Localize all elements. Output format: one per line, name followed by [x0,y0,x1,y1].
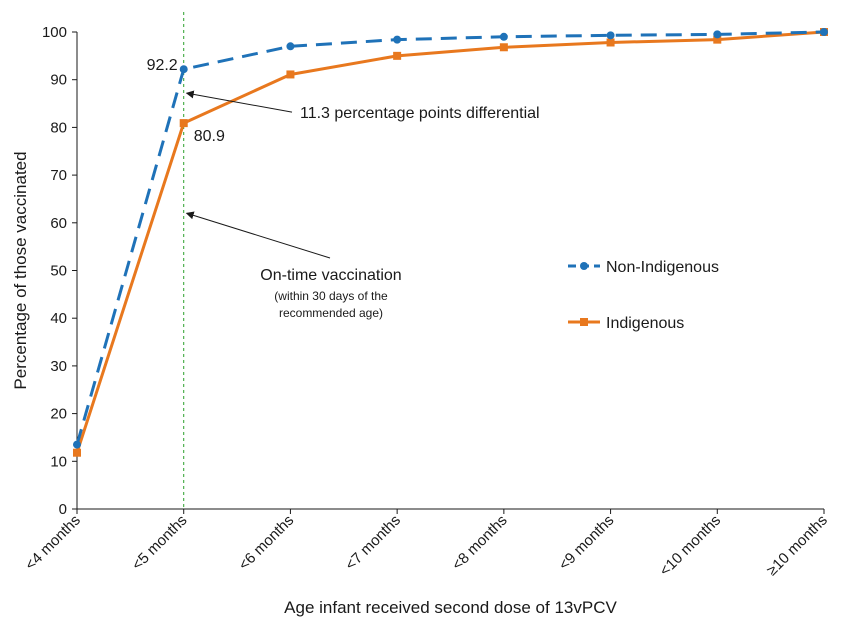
y-tick-label: 30 [50,358,67,375]
data-point-non-indigenous [393,35,402,44]
y-tick-label: 20 [50,406,67,423]
x-tick-label: <8 months [449,512,511,574]
data-label-indigenous-5-months: 80.9 [194,128,225,145]
data-point-non-indigenous [73,440,81,449]
legend: Non-Indigenous Indigenous [568,259,719,332]
x-tick-label: <9 months [556,512,618,574]
differential-arrow [185,90,293,113]
data-point-non-indigenous [499,32,508,41]
data-point-non-indigenous [179,65,188,74]
data-point-non-indigenous [713,30,722,39]
data-label-non-indigenous-5-months: 92.2 [147,57,178,74]
legend-marker-non-indigenous [580,262,588,270]
x-tick-label: <10 months [656,512,724,580]
y-tick-label: 90 [50,72,67,89]
y-tick-label: 70 [50,167,67,184]
data-point-indigenous [499,43,508,52]
data-point-indigenous [713,35,722,44]
data-point-non-indigenous [606,31,615,40]
x-tick-label: <5 months [129,512,191,574]
y-tick-label: 40 [50,310,67,327]
y-tick-label: 50 [50,263,67,280]
ontime-annotation-subtitle-1: (within 30 days of the [274,289,388,303]
series-line-non-indigenous [75,30,825,446]
data-point-non-indigenous [820,28,828,36]
data-point-indigenous [393,51,402,60]
ontime-annotation-title: On-time vaccination [260,267,401,284]
data-point-indigenous [179,119,188,128]
y-tick-label: 0 [59,501,67,518]
x-tick-label: ≥10 months [763,512,830,579]
y-tick-label: 10 [50,453,67,470]
annotations: 11.3 percentage points differential On-t… [185,90,540,320]
y-tick-label: 100 [42,24,67,41]
ontime-annotation-subtitle-2: recommended age) [279,306,383,320]
legend-marker-indigenous [580,318,588,326]
x-tick-label: <6 months [235,512,297,574]
ontime-arrow [185,211,331,259]
x-axis-title: Age infant received second dose of 13vPC… [284,598,617,617]
y-tick-label: 60 [50,215,67,232]
data-point-indigenous [286,70,295,79]
data-point-indigenous [606,38,615,47]
differential-annotation: 11.3 percentage points differential [300,105,540,122]
legend-label-indigenous: Indigenous [606,315,684,332]
series-layer [73,28,828,457]
x-tick-label: <4 months [22,512,84,574]
legend-label-non-indigenous: Non-Indigenous [606,259,719,276]
y-tick-label: 80 [50,119,67,136]
series-line-indigenous [75,30,825,454]
x-tick-label: <7 months [342,512,404,574]
data-point-indigenous [73,448,81,457]
y-axis-title: Percentage of those vaccinated [11,151,30,389]
data-point-non-indigenous [286,42,295,51]
